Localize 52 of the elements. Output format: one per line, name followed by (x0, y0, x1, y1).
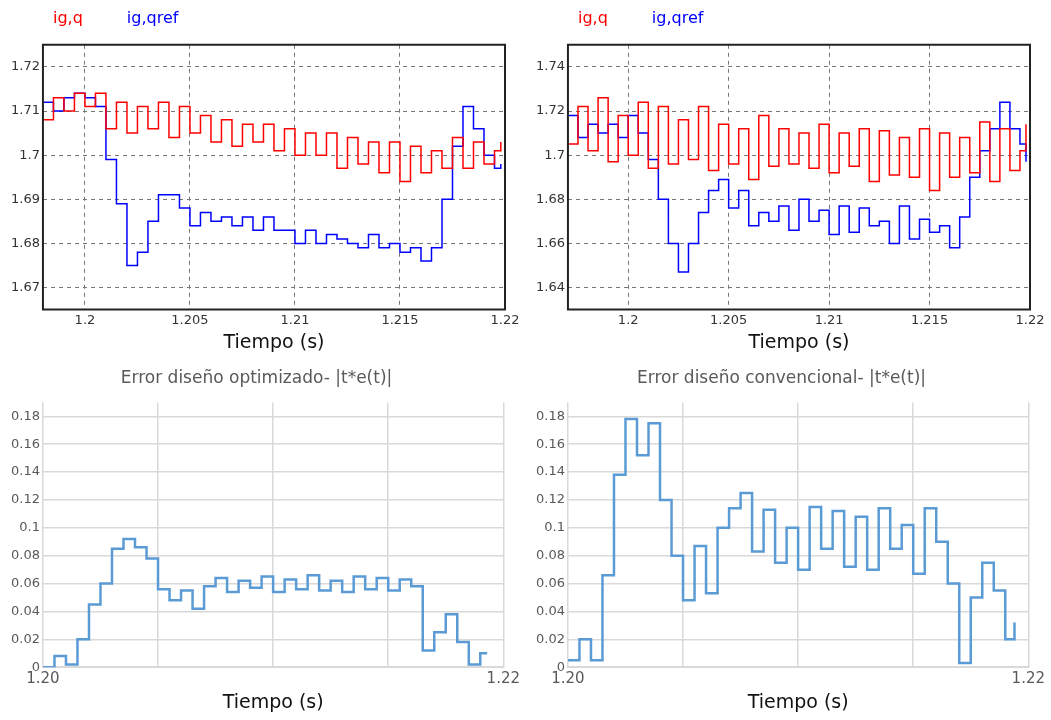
y-tick-label: 0.08 (535, 547, 565, 563)
text: ig,q (53, 8, 83, 29)
y-tick-label: 1.69 (10, 190, 40, 206)
x-axis-title: Tiempo (s) (747, 329, 850, 352)
y-tick-label: 0.14 (535, 463, 565, 479)
text: ig,qref (651, 8, 704, 29)
y-tick-label: 1.72 (535, 102, 565, 118)
y-tick-label: 1.72 (10, 58, 40, 74)
y-tick-label: 0.12 (535, 491, 565, 507)
y-tick-label: 1.74 (535, 58, 565, 74)
chart-title: Error diseño convencional- |t*e(t)| (637, 366, 926, 387)
y-tick-label: 1.7 (544, 146, 565, 162)
y-tick-label: 1.71 (10, 102, 40, 118)
x-tick-label: 1.22 (1011, 669, 1045, 688)
chart-title: Error diseño optimizado- |t*e(t)| (120, 366, 393, 387)
y-tick-label: 0.18 (10, 407, 40, 423)
y-tick-label: 0.16 (10, 435, 40, 451)
x-axis-title: Tiempo (s) (221, 689, 324, 712)
y-tick-label: 0.14 (10, 463, 40, 479)
y-tick-label: 0.06 (10, 574, 40, 590)
x-axis-title: Tiempo (s) (222, 329, 325, 352)
y-tick-label: 1.66 (535, 234, 565, 250)
y-tick-label: 1.68 (535, 190, 565, 206)
y-tick-label: 0.04 (535, 602, 565, 618)
x-tick-label: 1.2 (74, 311, 96, 327)
y-tick-label: 0.1 (19, 519, 40, 535)
x-tick-label: 1.2 (617, 311, 639, 327)
x-tick-label: 1.22 (490, 311, 520, 327)
y-tick-label: 0.02 (535, 630, 565, 646)
y-tick-label: 1.64 (535, 278, 565, 294)
x-axis-title: Tiempo (s) (746, 689, 849, 712)
y-tick-label: 0.18 (535, 407, 565, 423)
y-tick-label: 1.67 (10, 278, 40, 294)
x-tick-label: 1.215 (910, 311, 949, 327)
x-tick-label: 1.205 (171, 311, 209, 327)
y-tick-label: 1.68 (10, 234, 40, 250)
y-tick-label: 0.12 (10, 491, 40, 507)
x-tick-label: 1.22 (486, 669, 520, 688)
y-tick-label: 0.06 (535, 574, 565, 590)
x-tick-label: 1.21 (814, 311, 844, 327)
x-tick-label: 1.215 (381, 311, 419, 327)
text: ig,q (578, 8, 608, 29)
y-tick-label: 0.16 (535, 435, 565, 451)
y-tick-label: 0.1 (544, 519, 565, 535)
y-tick-label: 0.04 (10, 602, 40, 618)
x-tick-label: 1.21 (280, 311, 310, 327)
y-tick-label: 0.08 (10, 547, 40, 563)
x-tick-label: 1.22 (1015, 311, 1045, 327)
y-tick-label: 0.02 (10, 630, 40, 646)
x-tick-label: 1.205 (710, 311, 748, 327)
y-tick-label: 1.7 (19, 146, 40, 162)
text: ig,qref (126, 8, 179, 29)
